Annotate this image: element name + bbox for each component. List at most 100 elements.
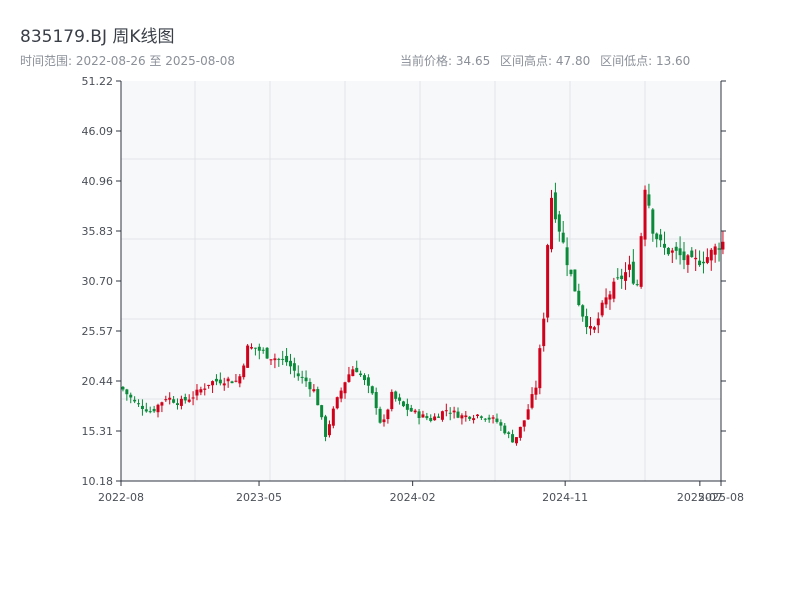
candle-body: [452, 410, 456, 413]
candle-body: [495, 418, 499, 422]
candle-body: [347, 374, 351, 382]
candle-body: [425, 416, 429, 419]
candle-body: [678, 248, 682, 256]
candle-body: [164, 399, 168, 401]
candle-body: [651, 209, 655, 234]
candle-body: [514, 437, 518, 444]
candle-body: [398, 397, 402, 401]
candle-body: [698, 260, 702, 266]
candle-body: [257, 346, 261, 351]
candle-body: [242, 365, 246, 378]
candle-body: [472, 418, 476, 421]
candle-body: [183, 396, 187, 401]
candle-body: [394, 391, 398, 399]
candle-body: [382, 419, 386, 423]
y-tick-label: 35.83: [82, 225, 114, 238]
candle-body: [172, 399, 176, 403]
candle-body: [366, 377, 370, 386]
candle-body: [557, 214, 561, 232]
candle-body: [464, 415, 468, 418]
candle-body: [250, 347, 254, 349]
candle-body: [682, 251, 686, 261]
candle-body: [203, 388, 207, 390]
candle-body: [581, 305, 585, 317]
current-price: 当前价格: 34.65: [400, 54, 491, 68]
candle-body: [386, 409, 390, 420]
candle-body: [292, 363, 296, 371]
candle-body: [187, 399, 191, 402]
candle-body: [160, 402, 164, 406]
x-tick-label: 2025-08: [698, 491, 744, 504]
y-tick-label: 51.22: [82, 75, 114, 88]
candle-body: [546, 245, 550, 318]
x-tick-label: 2023-05: [236, 491, 282, 504]
candle-body: [316, 389, 320, 406]
candle-body: [179, 398, 183, 406]
candle-body: [370, 386, 374, 394]
candle-body: [324, 416, 328, 437]
candle-body: [503, 425, 507, 434]
candle-body: [522, 420, 526, 427]
chart-title: 835179.BJ 周K线图: [20, 27, 175, 47]
date-range-label: 时间范围: 2022-08-26 至 2025-08-08: [20, 54, 235, 68]
candle-body: [663, 243, 667, 248]
candle-body: [444, 410, 448, 412]
candle-body: [378, 408, 382, 423]
candle-body: [639, 236, 643, 287]
candle-body: [694, 257, 698, 260]
candle-body: [351, 369, 355, 377]
candle-body: [604, 297, 608, 305]
y-tick-label: 30.70: [82, 275, 114, 288]
candle-body: [331, 408, 335, 426]
y-tick-label: 10.18: [82, 475, 114, 488]
candle-body: [300, 376, 304, 378]
candle-body: [401, 401, 405, 407]
candle-body: [460, 415, 464, 419]
candle-body: [148, 411, 152, 413]
candle-body: [538, 348, 542, 389]
candle-body: [199, 389, 203, 393]
candle-body: [670, 250, 674, 253]
candle-body: [518, 426, 522, 438]
candle-body: [343, 382, 347, 394]
candle-body: [265, 347, 269, 359]
candle-body: [363, 375, 367, 381]
candle-body: [327, 424, 331, 436]
candle-body: [487, 417, 491, 420]
candle-body: [448, 412, 452, 414]
candle-body: [211, 381, 215, 386]
candle-body: [721, 241, 725, 250]
candle-body: [253, 347, 257, 349]
candle-body: [530, 394, 534, 408]
candle-body: [624, 272, 628, 281]
x-tick-label: 2025-07: [677, 491, 723, 504]
candle-body: [269, 359, 273, 361]
candle-body: [234, 380, 238, 382]
candle-body: [405, 403, 409, 410]
y-tick-label: 25.57: [82, 325, 114, 338]
candle-body: [635, 284, 639, 286]
candle-body: [429, 418, 433, 421]
candle-body: [437, 416, 441, 418]
candle-body: [417, 411, 421, 419]
candle-body: [666, 247, 670, 255]
candle-body: [421, 414, 425, 418]
candle-body: [612, 281, 616, 299]
candle-body: [588, 325, 592, 329]
candle-body: [701, 261, 705, 264]
candle-body: [273, 358, 277, 361]
candle-body: [175, 403, 179, 406]
candle-body: [643, 189, 647, 240]
candle-body: [304, 377, 308, 382]
candle-body: [144, 409, 148, 412]
candle-body: [631, 261, 635, 284]
candle-body: [499, 422, 503, 426]
candle-body: [409, 407, 413, 412]
candle-body: [616, 277, 620, 279]
candle-body: [659, 234, 663, 241]
range-low: 区间低点: 13.60: [600, 54, 691, 68]
candle-body: [596, 318, 600, 326]
candle-body: [483, 418, 487, 420]
candle-body: [709, 249, 713, 261]
